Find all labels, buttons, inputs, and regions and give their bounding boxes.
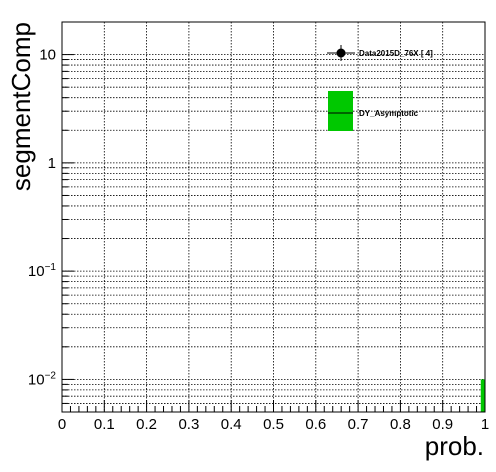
x-tick-label: 0.4 — [221, 416, 242, 433]
legend-entry-data: Data2015D_76X [ 4] — [327, 45, 433, 61]
y-axis-title: segmentComp — [6, 22, 36, 191]
y-tick-label: 10 — [39, 47, 56, 64]
y-tick-label: 1 — [48, 155, 56, 172]
x-tick-label: 0.3 — [178, 416, 199, 433]
histogram-bar — [480, 379, 485, 412]
legend-data-label: Data2015D_76X [ 4] — [359, 49, 433, 58]
x-tick-label: 0.1 — [94, 416, 115, 433]
x-tick-label: 1 — [481, 416, 489, 433]
x-tick-label: 0.8 — [390, 416, 411, 433]
legend-dy-label: DY_Asymptotic — [359, 109, 419, 118]
y-tick-label: 10−2 — [28, 370, 57, 388]
bars — [480, 379, 485, 412]
x-tick-label: 0.6 — [305, 416, 326, 433]
x-tick-label: 0 — [58, 416, 66, 433]
x-tick-label: 0.9 — [432, 416, 453, 433]
x-tick-label: 0.2 — [136, 416, 157, 433]
legend: Data2015D_76X [ 4] DY_Asymptotic — [327, 45, 433, 131]
x-tick-label: 0.7 — [348, 416, 369, 433]
x-tick-labels: 0 0.1 0.2 0.3 0.4 0.5 0.6 0.7 0.8 0.9 1 — [58, 416, 489, 433]
x-tick-label: 0.5 — [263, 416, 284, 433]
x-axis-title: prob. — [425, 431, 484, 461]
grid — [62, 21, 485, 413]
legend-data-marker — [336, 48, 346, 58]
axis-ticks — [61, 21, 486, 413]
y-tick-label: 10−1 — [28, 262, 57, 280]
y-tick-labels: 10 1 10−1 10−2 — [28, 47, 57, 389]
legend-dy-swatch — [328, 91, 353, 131]
legend-entry-dy: DY_Asymptotic — [328, 91, 419, 131]
